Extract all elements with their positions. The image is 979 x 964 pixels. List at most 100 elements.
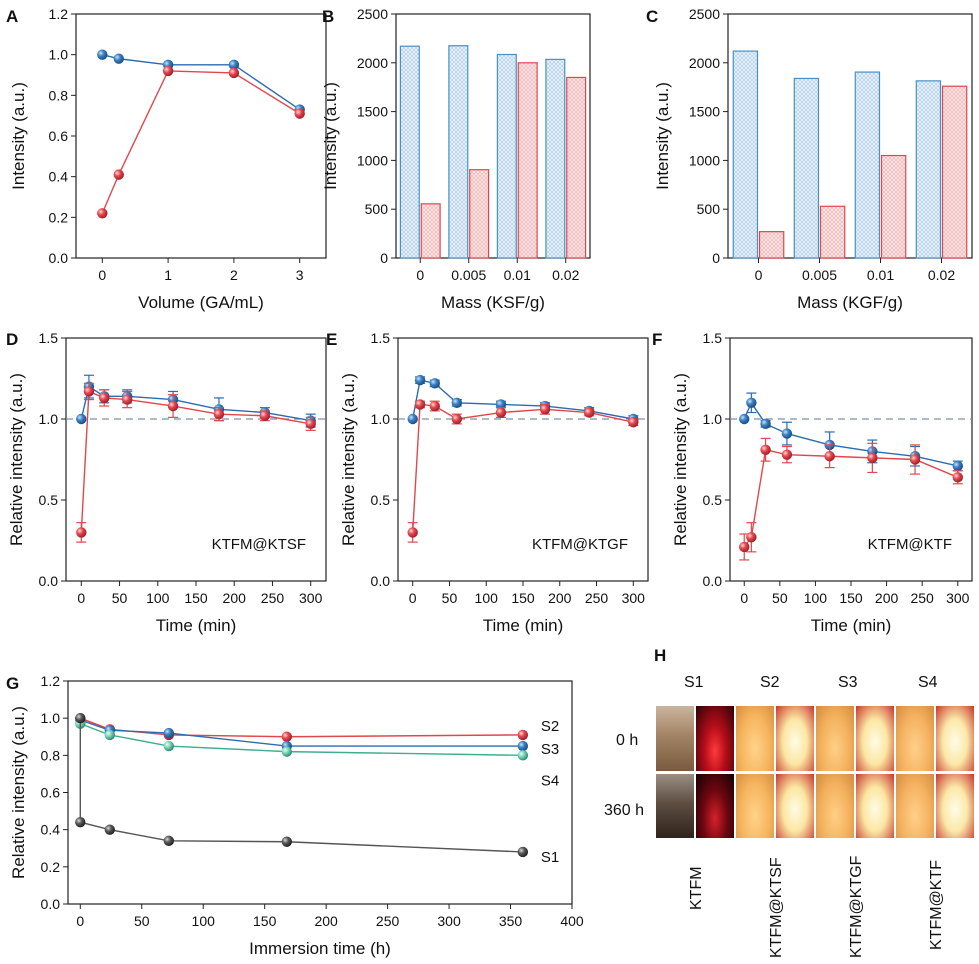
- x-tick-label: 200: [548, 590, 572, 606]
- data-point: [97, 208, 108, 219]
- series-line-0: [80, 385, 311, 422]
- panel-e: E 0.0 0.5 1.0 1.5 0 50 100 150 200 250 300 Time (min…: [326, 330, 649, 635]
- panel-a: A 0.0 0.2 0.4 0.6 0.8 1.0 1.2 0 1 2 3 Volume (GA/mL)…: [6, 6, 327, 312]
- series-line-1: [412, 403, 634, 533]
- bar-0-0: [399, 45, 420, 259]
- y-tick-label: 2500: [689, 6, 720, 22]
- data-point: [539, 404, 551, 415]
- y-tick-label: 1500: [689, 104, 720, 120]
- series-label-s4: S4: [541, 772, 559, 789]
- y-tick-label: 0.2: [41, 859, 61, 875]
- series-line-0: [80, 717, 523, 738]
- y-axis-label: Intensity (a.u.): [9, 82, 28, 190]
- data-point: [414, 374, 426, 386]
- x-axis-label: Volume (GA/mL): [138, 293, 264, 312]
- y-tick-label: 1.0: [703, 411, 723, 427]
- row-label-360h: 360 h: [604, 802, 645, 819]
- panel-letter-d: D: [6, 330, 18, 349]
- data-point: [495, 407, 507, 418]
- x-tick-label: 250: [261, 590, 285, 606]
- data-point: [451, 397, 463, 408]
- x-tick-label: 0: [416, 267, 424, 283]
- x-axis-label: Immersion time (h): [249, 939, 391, 958]
- data-point: [760, 418, 771, 430]
- data-point: [583, 407, 595, 418]
- series-line-1: [743, 448, 959, 548]
- y-tick-label: 0.6: [41, 785, 61, 801]
- panel-letter-f: F: [652, 330, 662, 349]
- y-tick-label: 0.5: [371, 492, 391, 508]
- data-point: [113, 53, 124, 64]
- bar-1-1: [819, 205, 846, 259]
- y-tick-label: 0.0: [41, 896, 61, 912]
- data-point: [104, 729, 115, 741]
- panel-letter-a: A: [6, 7, 18, 26]
- panel-b: B 0 500 1000 1500 2000 2500 Mass (KSF/g) Intensi…: [321, 6, 591, 312]
- data-point: [407, 527, 418, 538]
- x-tick-label: 0: [740, 590, 748, 606]
- y-tick-label: 500: [697, 201, 721, 217]
- x-tick-label: 200: [314, 913, 338, 929]
- x-tick-label: 2: [230, 267, 238, 283]
- x-tick-label: 100: [475, 590, 499, 606]
- y-tick-label: 0: [712, 250, 720, 266]
- photo-s2-uv-0h: [776, 706, 814, 771]
- x-tick-label: 0.02: [552, 267, 579, 283]
- bar-0-3: [915, 80, 942, 259]
- series-line-1: [101, 70, 301, 214]
- data-point: [824, 451, 835, 462]
- x-tick-label: 0.005: [802, 267, 837, 283]
- sample-label-s1: S1: [684, 674, 704, 691]
- x-tick-label: 0.02: [928, 267, 955, 283]
- x-tick-label: 150: [839, 590, 863, 606]
- photo-s3-day-0h: [816, 706, 854, 771]
- x-tick-label: 50: [772, 590, 788, 606]
- panel-annotation: KTFM@KTSF: [212, 536, 306, 553]
- y-tick-label: 1.0: [49, 47, 69, 63]
- data-point: [517, 846, 529, 858]
- x-tick-label: 0.01: [504, 267, 531, 283]
- panel-letter-b: B: [322, 7, 334, 26]
- x-tick-label: 0.01: [867, 267, 894, 283]
- x-tick-label: 50: [134, 913, 150, 929]
- data-point: [952, 460, 963, 472]
- plot-frame: [75, 13, 327, 259]
- y-tick-label: 2000: [357, 55, 388, 71]
- series-label-s1: S1: [541, 849, 559, 866]
- x-tick-label: 0: [755, 267, 763, 283]
- x-tick-label: 100: [804, 590, 828, 606]
- y-tick-label: 0: [380, 250, 388, 266]
- y-tick-label: 2500: [357, 6, 388, 22]
- panel-letter-c: C: [646, 7, 658, 26]
- y-tick-label: 0.5: [39, 492, 59, 508]
- panel-g: G 0.0 0.2 0.4 0.6 0.8 1.0 1.2 0 50 100 150 200 250 300…: [6, 673, 584, 958]
- y-tick-label: 1000: [357, 152, 388, 168]
- data-point: [281, 836, 293, 847]
- bar-1-0: [758, 231, 785, 259]
- y-tick-label: 1.5: [371, 330, 391, 346]
- bar-0-1: [793, 77, 820, 259]
- data-point: [429, 378, 440, 389]
- series-line-1: [80, 390, 311, 533]
- data-point: [517, 740, 529, 752]
- panel-c: C 0 500 1000 1500 2000 2500 Mass (KGF/g) Intensi…: [646, 6, 973, 312]
- x-tick-label: 1: [164, 267, 172, 283]
- photo-s2-uv-360h: [776, 774, 814, 838]
- plot-frame: [395, 13, 591, 259]
- x-tick-label: 3: [296, 267, 304, 283]
- panel-d: D 0.0 0.5 1.0 1.5 0 50 100 150 200 250 300 Time (min…: [6, 330, 327, 635]
- x-axis-label: Time (min): [156, 616, 237, 635]
- x-tick-label: 300: [946, 590, 970, 606]
- sample-label-s3: S3: [838, 674, 858, 691]
- data-point: [163, 835, 174, 847]
- x-tick-label: 0: [98, 267, 106, 283]
- y-tick-label: 500: [365, 201, 389, 217]
- photo-s3-uv-360h: [856, 774, 894, 838]
- y-tick-label: 0.0: [49, 250, 69, 266]
- photo-s1-uv-0h: [696, 706, 734, 771]
- bar-1-0: [420, 203, 441, 259]
- sample-label-s4: S4: [918, 674, 938, 691]
- bar-1-2: [880, 154, 907, 259]
- data-point: [228, 67, 240, 79]
- x-tick-label: 100: [192, 913, 216, 929]
